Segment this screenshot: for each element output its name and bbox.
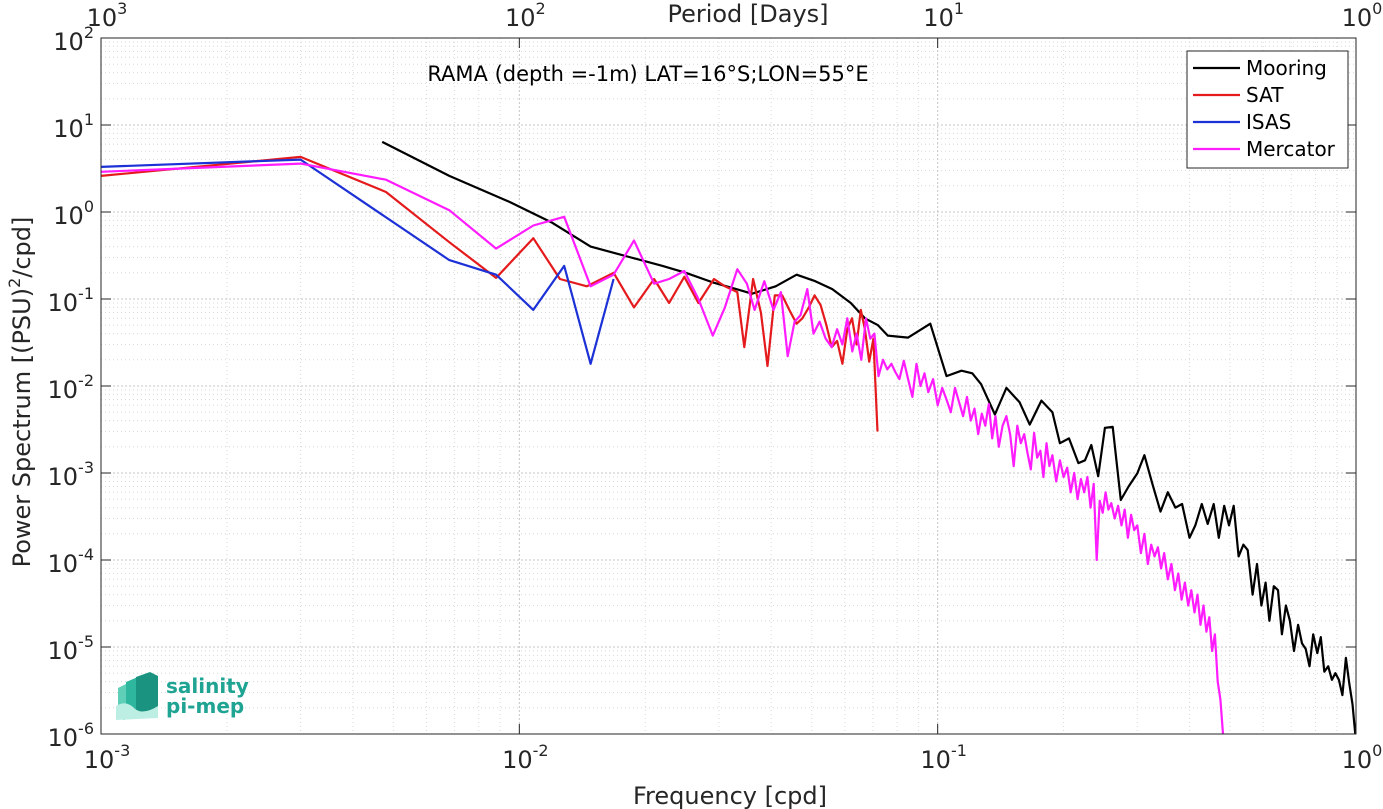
y-axis-label: Power Spectrum [(PSU)2/cpd] bbox=[5, 217, 36, 568]
x-tick-label-base: 10 bbox=[1342, 746, 1373, 774]
chart-annotation: RAMA (depth =-1m) LAT=16°S;LON=55°E bbox=[427, 62, 868, 86]
x-tick-label-base: 10 bbox=[502, 746, 533, 774]
top-tick-label-base: 10 bbox=[1342, 4, 1373, 32]
y-tick-label-exponent: -5 bbox=[78, 632, 94, 651]
top-tick-label-exponent: 2 bbox=[536, 0, 546, 18]
y-tick-label: 10-6 bbox=[48, 719, 95, 752]
y-tick-label-exponent: -6 bbox=[78, 719, 94, 738]
y-axis-label-superscript: 2 bbox=[5, 278, 24, 288]
x-tick-label: 100 bbox=[1342, 741, 1383, 774]
x-axis-label: Frequency [cpd] bbox=[633, 782, 827, 809]
legend-label-sat: SAT bbox=[1246, 83, 1284, 107]
top-tick-label: 101 bbox=[923, 0, 964, 32]
y-tick-label-base: 10 bbox=[48, 637, 79, 665]
legend-label-isas: ISAS bbox=[1246, 110, 1291, 134]
y-tick-label: 101 bbox=[53, 110, 94, 143]
y-tick-label-base: 10 bbox=[53, 28, 84, 56]
top-tick-label-exponent: 3 bbox=[117, 0, 127, 18]
y-tick-label-exponent: -1 bbox=[78, 284, 94, 303]
y-tick-label: 10-5 bbox=[48, 632, 95, 665]
series-line-mercator bbox=[100, 162, 1225, 735]
tick-marks bbox=[100, 37, 1357, 735]
x-tick-label-exponent: -3 bbox=[114, 741, 130, 760]
y-tick-label: 10-4 bbox=[48, 545, 95, 578]
top-tick-label: 102 bbox=[505, 0, 546, 32]
x-tick-label: 10-2 bbox=[502, 741, 549, 774]
x-tick-label: 10-1 bbox=[920, 741, 967, 774]
series-line-isas bbox=[100, 158, 615, 365]
y-tick-label-base: 10 bbox=[53, 202, 84, 230]
y-tick-label-exponent: -3 bbox=[78, 458, 94, 477]
y-tick-label-exponent: 2 bbox=[84, 23, 94, 42]
top-tick-label: 100 bbox=[1342, 0, 1383, 32]
x-tick-label-exponent: -2 bbox=[533, 741, 549, 760]
y-axis-label-suffix: /cpd] bbox=[8, 217, 36, 278]
logo-text-pi-mep: pi-mep bbox=[166, 694, 244, 718]
x-tick-label-base: 10 bbox=[920, 746, 951, 774]
y-axis-label-text: Power Spectrum [(PSU) bbox=[8, 288, 36, 567]
y-tick-label-exponent: -4 bbox=[78, 545, 94, 564]
salinity-pi-mep-logo: salinity pi-mep bbox=[116, 672, 249, 720]
x-tick-label-exponent: 0 bbox=[1372, 741, 1382, 760]
y-tick-label-exponent: 0 bbox=[84, 197, 94, 216]
y-tick-label-exponent: 1 bbox=[84, 110, 94, 129]
top-tick-label-base: 10 bbox=[923, 4, 954, 32]
top-tick-label-base: 10 bbox=[87, 4, 118, 32]
y-tick-label-base: 10 bbox=[48, 376, 79, 404]
y-tick-label-base: 10 bbox=[48, 550, 79, 578]
top-tick-label: 103 bbox=[87, 0, 128, 32]
legend: Mooring SAT ISAS Mercator bbox=[1186, 50, 1349, 169]
top-tick-label-exponent: 1 bbox=[954, 0, 964, 18]
legend-label-mooring: Mooring bbox=[1246, 56, 1327, 80]
y-tick-label-base: 10 bbox=[53, 115, 84, 143]
legend-label-mercator: Mercator bbox=[1246, 137, 1336, 161]
logo-text-salinity: salinity bbox=[166, 674, 249, 698]
top-tick-label-exponent: 0 bbox=[1372, 0, 1382, 18]
y-tick-label: 10-3 bbox=[48, 458, 95, 491]
y-tick-label: 10-1 bbox=[48, 284, 95, 317]
logo-mark-icon bbox=[116, 672, 158, 720]
top-x-axis-label: Period [Days] bbox=[667, 0, 828, 28]
y-tick-label-base: 10 bbox=[48, 463, 79, 491]
y-tick-label: 100 bbox=[53, 197, 94, 230]
series-lines bbox=[100, 140, 1357, 735]
top-tick-label-base: 10 bbox=[505, 4, 536, 32]
x-tick-label: 10-3 bbox=[84, 741, 131, 774]
y-tick-label-exponent: -2 bbox=[78, 371, 94, 390]
y-tick-label-base: 10 bbox=[48, 289, 79, 317]
x-tick-label-exponent: -1 bbox=[951, 741, 967, 760]
y-tick-label: 102 bbox=[53, 23, 94, 56]
x-tick-label-base: 10 bbox=[84, 746, 115, 774]
y-tick-label-base: 10 bbox=[48, 724, 79, 752]
y-tick-label: 10-2 bbox=[48, 371, 95, 404]
series-line-mooring bbox=[381, 140, 1357, 735]
